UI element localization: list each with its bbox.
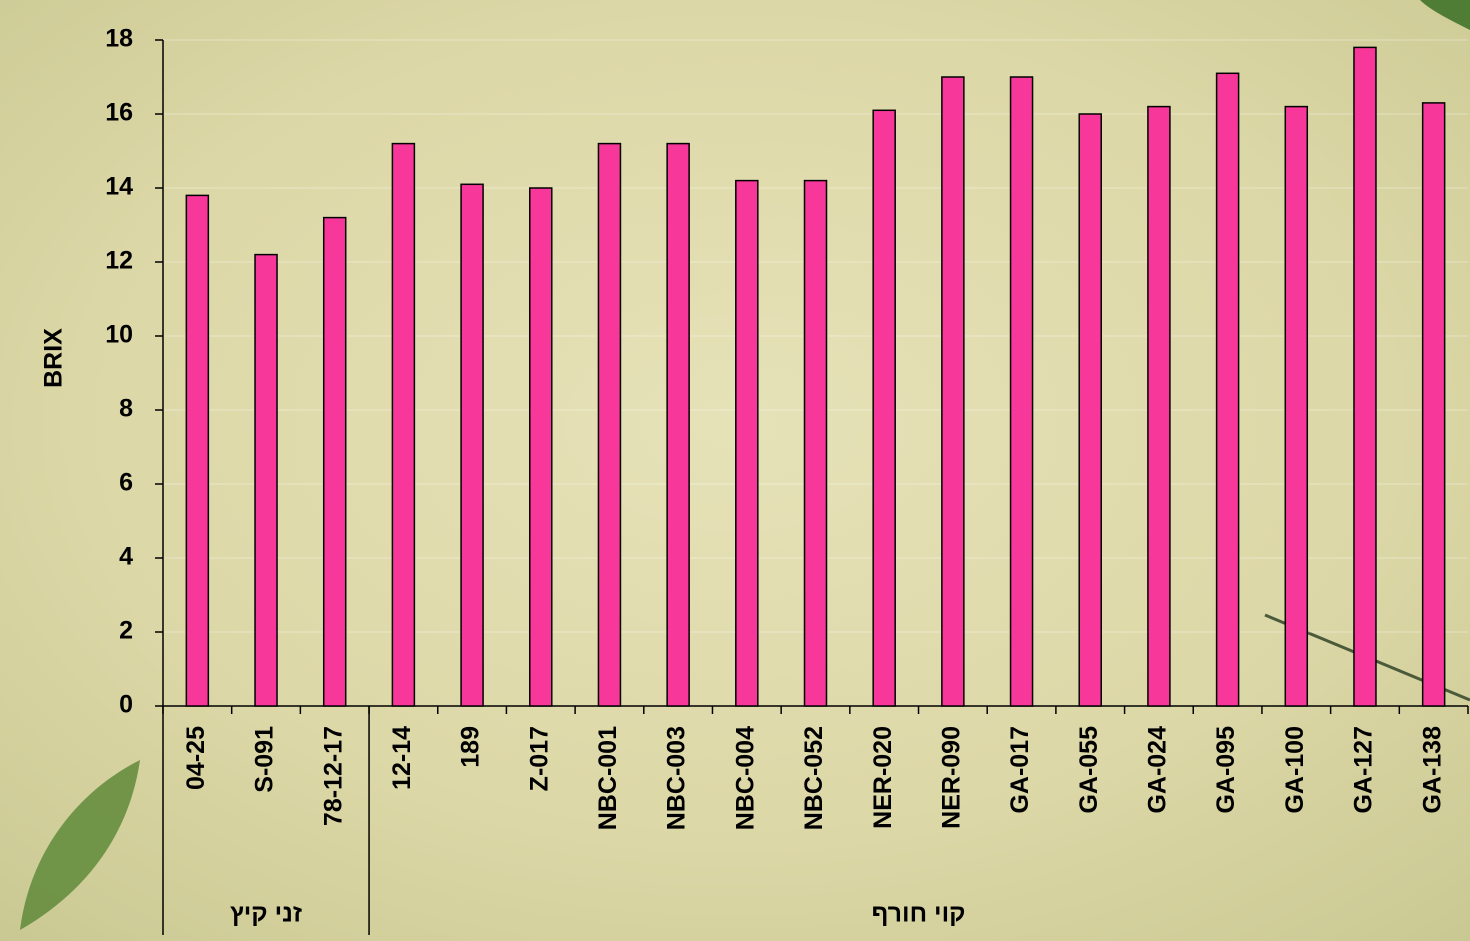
x-tick-label: NER-090 — [937, 726, 965, 829]
x-tick-label: S-091 — [251, 726, 279, 793]
x-tick-label: NBC-001 — [594, 726, 622, 830]
y-axis-label: BRIX — [40, 328, 68, 388]
bar — [1285, 107, 1307, 706]
bar — [530, 188, 552, 706]
bar — [667, 144, 689, 706]
bar — [1148, 107, 1170, 706]
x-tick-label: NBC-004 — [731, 726, 759, 830]
x-tick-label: 78-12-17 — [319, 726, 347, 826]
y-tick-label: 10 — [105, 321, 133, 349]
x-tick-label: GA-017 — [1006, 726, 1034, 814]
y-tick-label: 2 — [119, 617, 133, 645]
y-tick-label: 14 — [105, 173, 133, 201]
bar — [873, 110, 895, 706]
x-tick-label: NER-020 — [869, 726, 897, 829]
bar — [1079, 114, 1101, 706]
x-tick-label: NBC-052 — [800, 726, 828, 830]
bar — [1354, 47, 1376, 706]
x-tick-label: GA-100 — [1281, 726, 1309, 814]
bar — [805, 181, 827, 706]
group-label: זני קיץ — [230, 900, 302, 928]
bar — [255, 255, 277, 706]
x-tick-label: GA-138 — [1418, 726, 1446, 814]
chart: BRIX 0 2 4 6 8 10 12 14 16 18 04-25 S-091 78-12-17 זנ… — [0, 0, 1470, 941]
bar — [942, 77, 964, 706]
y-tick-label: 16 — [105, 99, 133, 127]
x-tick-label: 189 — [457, 726, 485, 768]
bar — [461, 184, 483, 706]
y-tick-label: 0 — [119, 691, 133, 719]
bar — [598, 144, 620, 706]
y-tick-label: 4 — [119, 543, 133, 571]
bar — [1423, 103, 1445, 706]
x-tick-label: GA-055 — [1075, 726, 1103, 814]
bar — [324, 218, 346, 706]
bar — [1011, 77, 1033, 706]
y-tick-label: 12 — [105, 247, 133, 275]
y-tick-label: 8 — [119, 395, 133, 423]
x-tick-label: 12-14 — [388, 726, 416, 790]
x-tick-label: 04-25 — [182, 726, 210, 790]
x-tick-label: NBC-003 — [663, 726, 691, 830]
group-label: קוי חורף — [872, 900, 966, 928]
bar — [186, 195, 208, 706]
bar — [1217, 73, 1239, 706]
page: BRIX 0 2 4 6 8 10 12 14 16 18 04-25 S-091 78-12-17 זנ… — [0, 0, 1470, 941]
x-tick-label: GA-127 — [1350, 726, 1378, 814]
bar — [392, 144, 414, 706]
x-tick-label: GA-024 — [1144, 726, 1172, 814]
bar — [736, 181, 758, 706]
x-tick-label: GA-095 — [1212, 726, 1240, 814]
y-tick-label: 18 — [105, 25, 133, 53]
y-tick-label: 6 — [119, 469, 133, 497]
x-tick-label: Z-017 — [525, 726, 553, 791]
